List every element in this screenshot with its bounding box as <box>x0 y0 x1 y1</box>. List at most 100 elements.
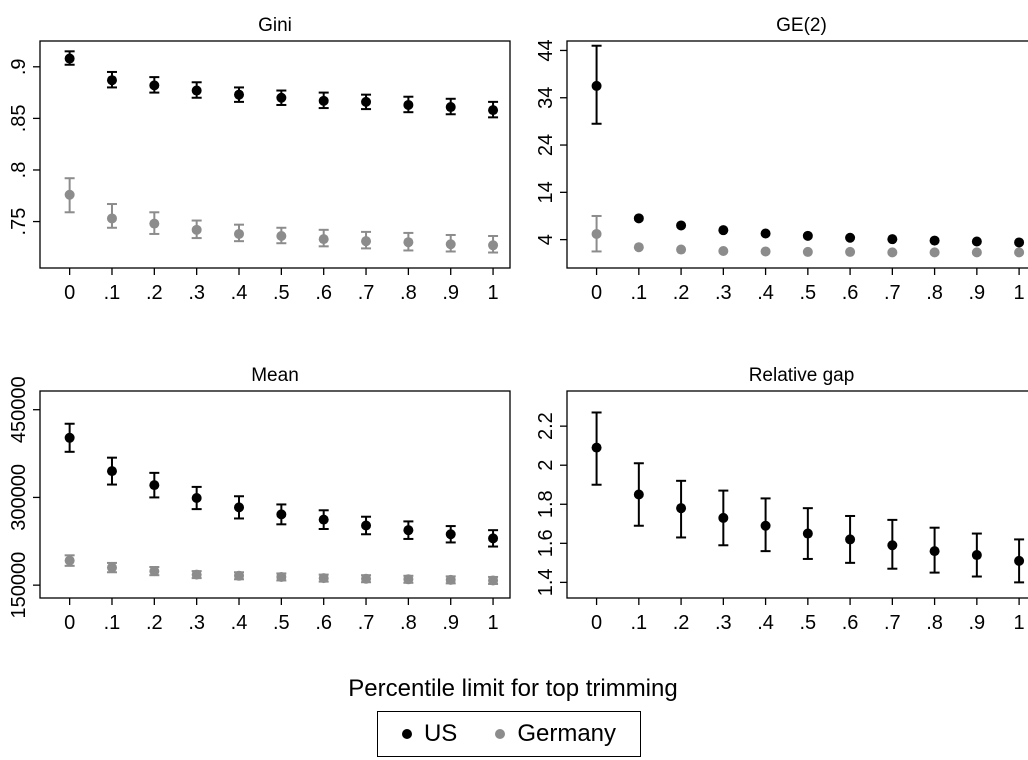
y-tick-label: 2 <box>535 460 557 471</box>
point-us <box>887 234 898 245</box>
legend-marker-us <box>401 729 412 739</box>
x-tick-label: .9 <box>969 612 986 634</box>
y-tick-label: 4 <box>535 234 557 245</box>
point-germany <box>403 237 414 248</box>
x-tick-label: 1 <box>1014 612 1025 634</box>
panel-relative-gap: Relative gap 0 .1 .2 .3 .4 .5 .6 .7 .8 .9 1 1.4 1.6 1.… <box>535 365 1028 634</box>
point-germany <box>276 231 287 242</box>
point-us <box>718 512 729 523</box>
x-tick-label: .3 <box>715 612 732 634</box>
point-germany <box>318 234 329 245</box>
y-tick-label: .85 <box>8 104 30 132</box>
point-us <box>361 520 372 531</box>
point-us <box>276 92 287 103</box>
panel-title: Mean <box>251 365 299 386</box>
x-axis-title: Percentile limit for top trimming <box>348 675 677 702</box>
point-us <box>1014 237 1025 248</box>
x-tick-label: .7 <box>884 612 901 634</box>
point-us <box>845 232 856 243</box>
x-tick-label: .3 <box>188 612 205 634</box>
point-germany <box>106 562 117 573</box>
panel-title: Relative gap <box>749 365 855 386</box>
point-germany <box>191 569 202 580</box>
point-germany <box>318 573 329 584</box>
legend: US Germany <box>377 711 641 757</box>
x-tick-label: .2 <box>146 282 163 304</box>
x-tick-label: .1 <box>104 612 121 634</box>
point-us <box>106 466 117 477</box>
point-us <box>802 230 813 241</box>
point-us <box>1014 555 1025 566</box>
y-tick-label: 44 <box>535 39 557 61</box>
point-us <box>64 53 75 64</box>
x-tick-label: .2 <box>673 282 690 304</box>
point-germany <box>149 566 160 577</box>
x-tick-label: .8 <box>400 612 417 634</box>
legend-label-germany: Germany <box>517 720 617 747</box>
x-tick-label: .7 <box>358 612 375 634</box>
x-tick-label: 1 <box>488 282 499 304</box>
x-tick-label: .8 <box>400 282 417 304</box>
point-germany <box>361 236 372 247</box>
legend-marker-germany <box>495 729 506 739</box>
x-tick-label: .3 <box>715 282 732 304</box>
x-tick-label: 0 <box>591 282 602 304</box>
point-us <box>971 236 982 247</box>
y-tick-label: 14 <box>535 181 557 203</box>
x-tick-label: .9 <box>442 282 459 304</box>
x-tick-label: 1 <box>488 612 499 634</box>
x-tick-label: .5 <box>273 612 290 634</box>
x-tick-label: .2 <box>146 612 163 634</box>
point-germany <box>676 244 687 255</box>
y-tick-label: 450000 <box>8 376 30 443</box>
point-germany <box>276 571 287 582</box>
point-us <box>64 432 75 443</box>
x-tick-label: .1 <box>630 282 647 304</box>
x-tick-label: 1 <box>1014 282 1025 304</box>
point-us <box>845 534 856 545</box>
point-us <box>445 529 456 540</box>
x-tick-label: .7 <box>884 282 901 304</box>
point-us <box>318 514 329 525</box>
point-germany <box>760 246 771 257</box>
point-germany <box>191 224 202 235</box>
x-tick-label: .4 <box>231 612 248 634</box>
panel-title: Gini <box>258 15 292 36</box>
point-germany <box>361 573 372 584</box>
x-tick-label: .4 <box>757 612 774 634</box>
point-us <box>802 528 813 539</box>
x-tick-label: .2 <box>673 612 690 634</box>
point-germany <box>488 575 499 586</box>
point-germany <box>488 240 499 251</box>
legend-label-us: US <box>423 720 458 747</box>
point-germany <box>971 247 982 258</box>
point-germany <box>149 218 160 229</box>
x-tick-label: .9 <box>442 612 459 634</box>
point-germany <box>403 574 414 585</box>
point-germany <box>845 246 856 257</box>
point-us <box>676 220 687 231</box>
point-us <box>760 520 771 531</box>
point-germany <box>64 189 75 200</box>
point-us <box>676 503 687 514</box>
point-germany <box>887 247 898 258</box>
point-us <box>276 509 287 520</box>
point-germany <box>1014 247 1025 258</box>
x-tick-label: 0 <box>591 612 602 634</box>
point-germany <box>106 213 117 224</box>
y-tick-label: 1.8 <box>535 490 557 518</box>
plot-frame <box>39 40 511 269</box>
point-us <box>445 102 456 113</box>
x-tick-label: .6 <box>315 282 332 304</box>
legend-item-us: US <box>401 720 458 748</box>
y-tick-label: 2.2 <box>535 412 557 440</box>
x-tick-label: .4 <box>757 282 774 304</box>
point-germany <box>445 239 456 250</box>
point-germany <box>64 555 75 566</box>
point-us <box>971 550 982 561</box>
point-us <box>106 75 117 86</box>
point-germany <box>234 228 245 239</box>
point-us <box>633 213 644 224</box>
